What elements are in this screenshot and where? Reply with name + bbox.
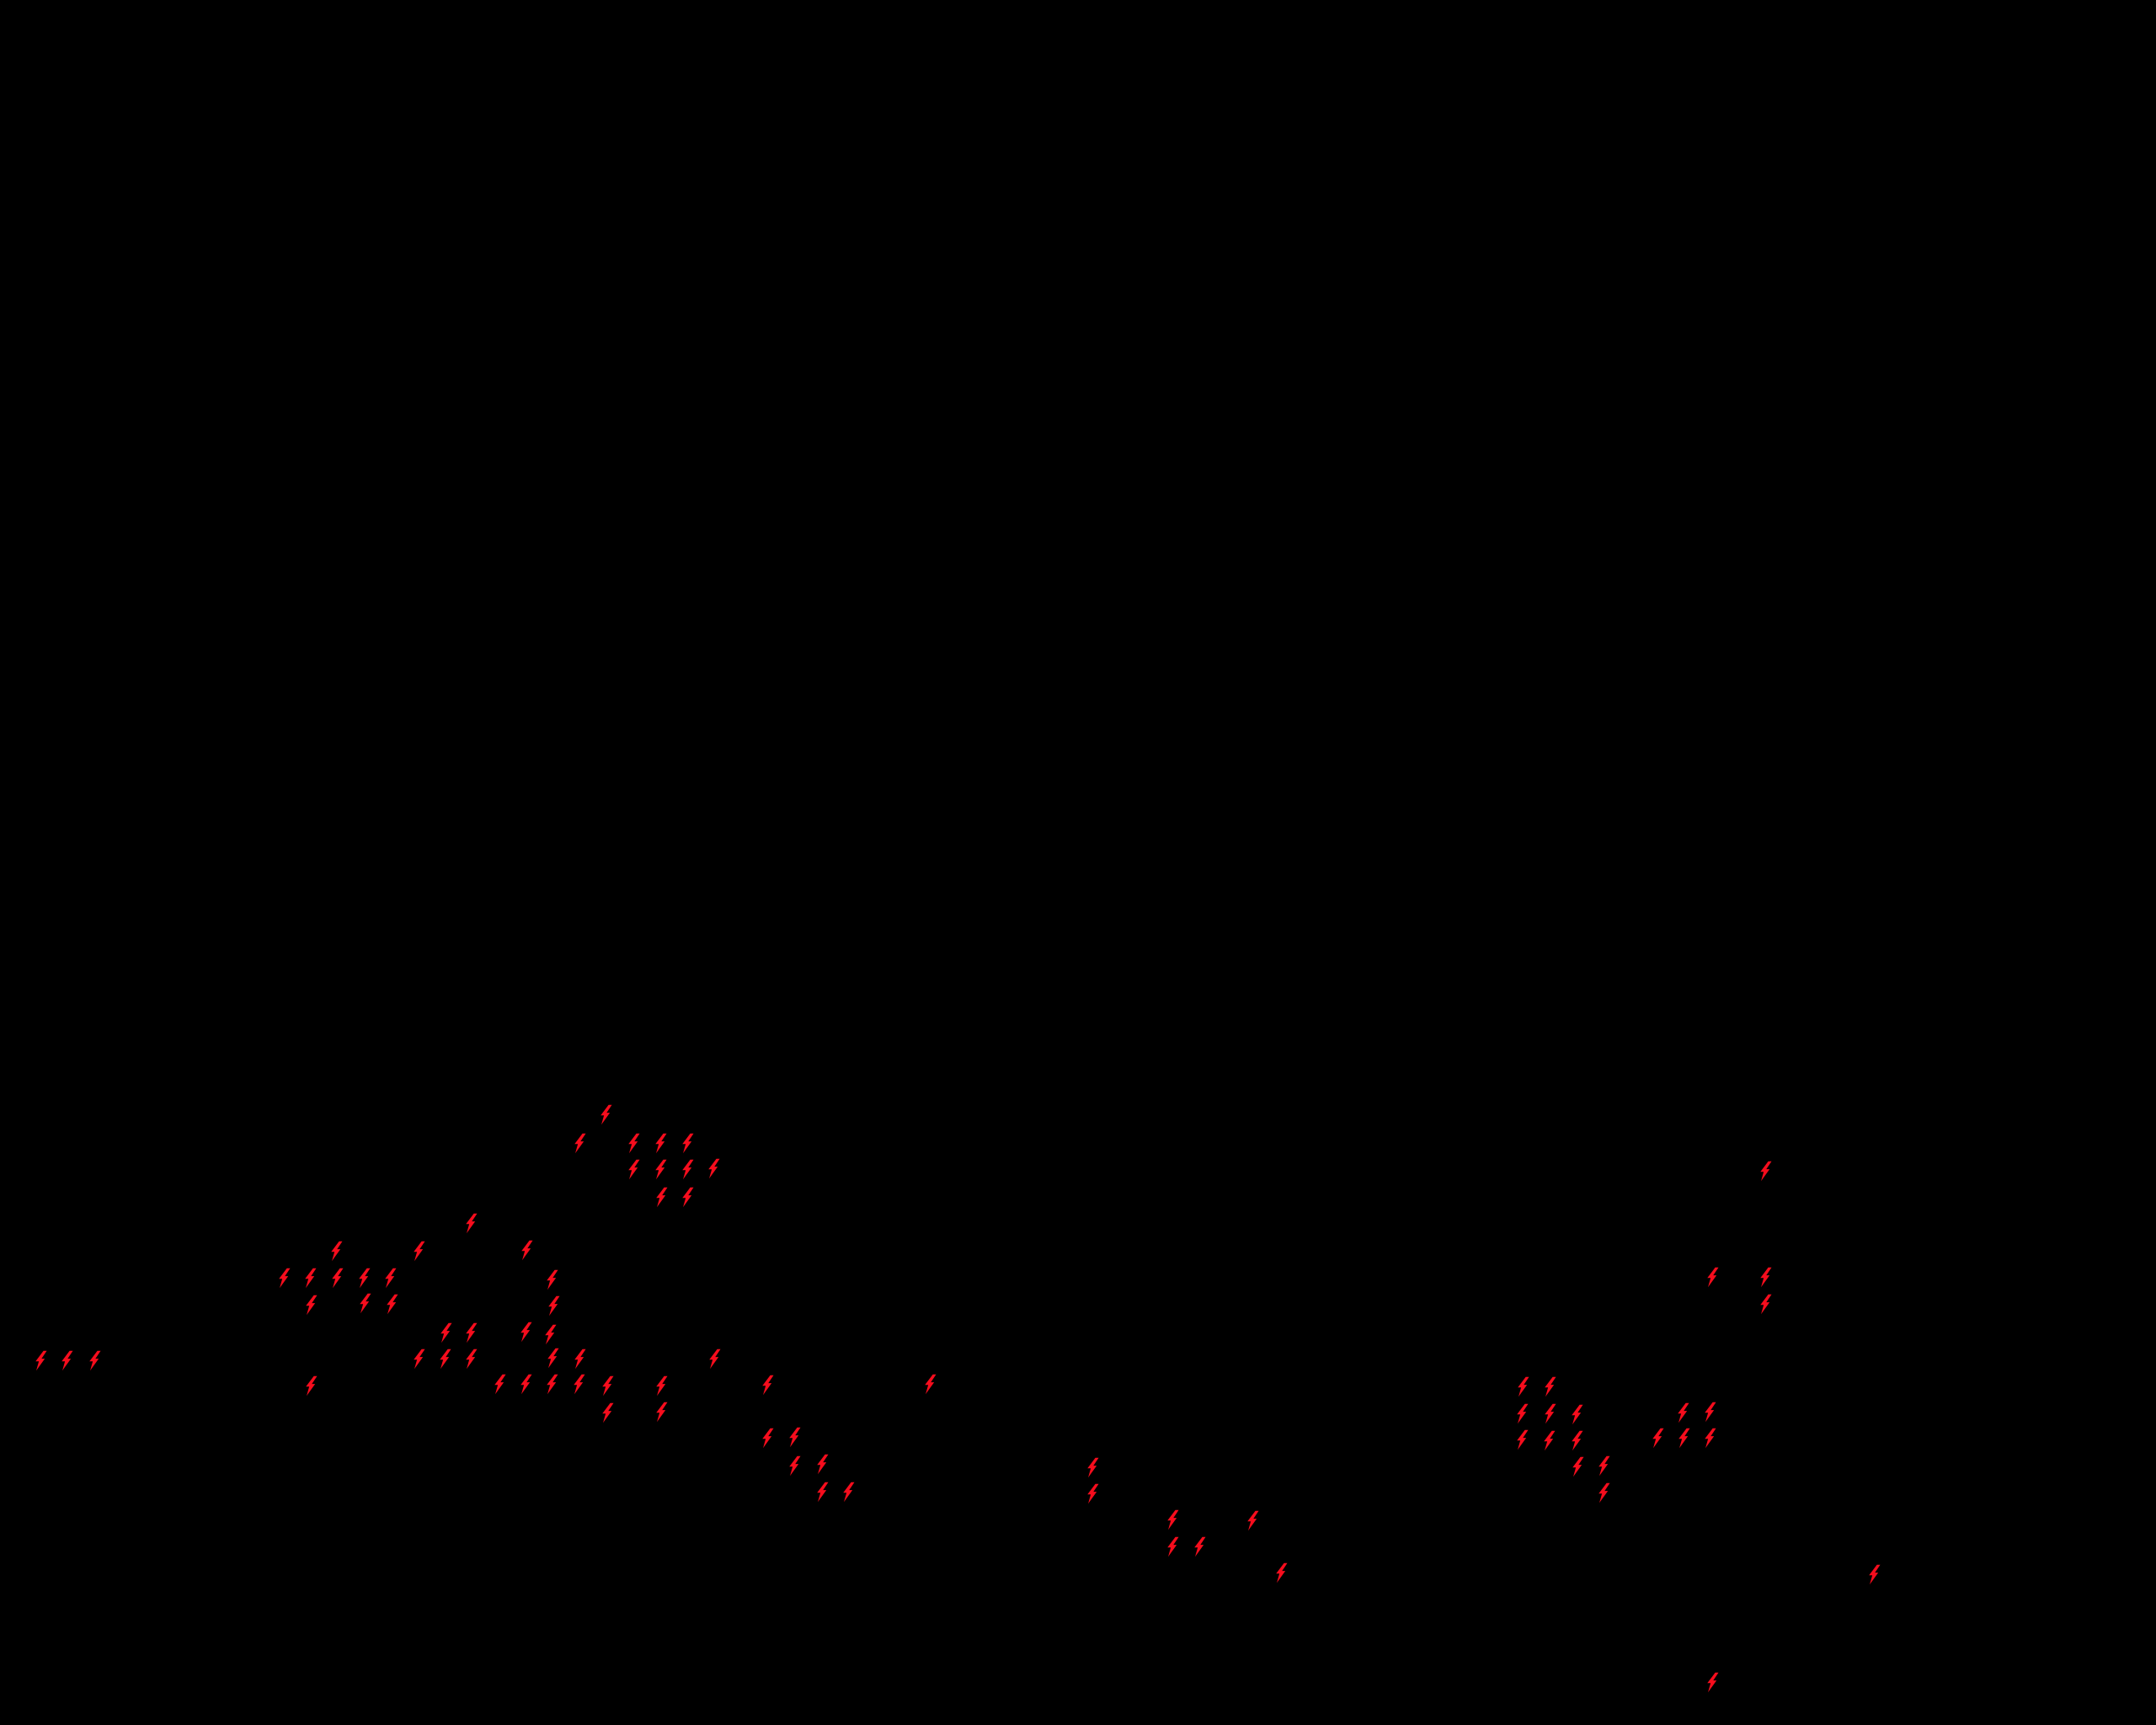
lightning-map-viewport (0, 0, 2156, 1725)
map-canvas[interactable] (0, 0, 2156, 1725)
